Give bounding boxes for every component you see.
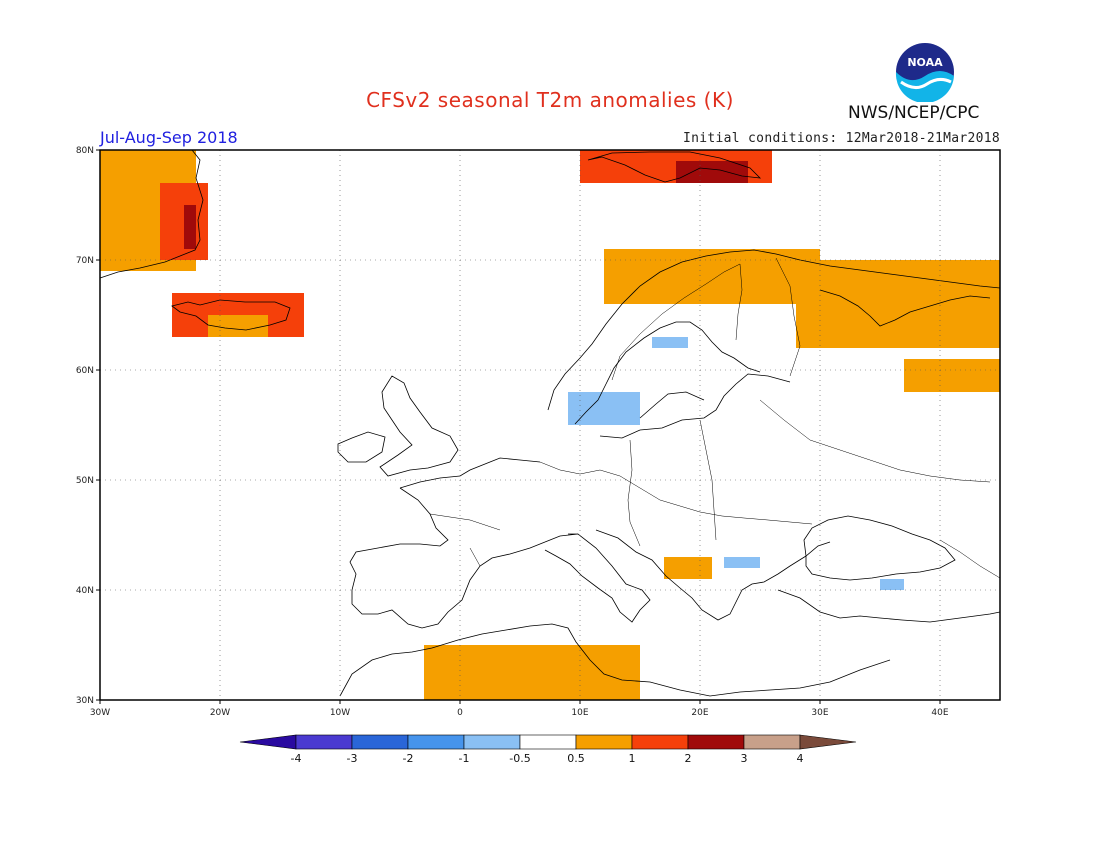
coastline-italy (544, 533, 651, 623)
colorbar-segment (351, 734, 409, 750)
coastline-baltic (599, 373, 791, 439)
colorbar-label: 2 (685, 752, 692, 765)
colorbar-label: -1 (459, 752, 470, 765)
coastline-north-africa (339, 623, 891, 697)
lat-tick-label: 80N (76, 146, 94, 156)
colorbar-label: 0.5 (567, 752, 585, 765)
agency-label: NWS/NCEP/CPC (848, 103, 980, 123)
coastline-scandinavia (547, 249, 1001, 425)
border-central-europe-3 (699, 419, 717, 541)
colorbar-label: 1 (629, 752, 636, 765)
lon-tick-label: 30E (811, 708, 828, 718)
map-gridlines (100, 150, 1000, 700)
colorbar-label: -0.5 (509, 752, 530, 765)
colorbar-segment (687, 734, 745, 750)
anomaly-cell-northern-scandinavia (604, 249, 820, 304)
anomaly-cell-sweden (652, 337, 688, 348)
border-caucasus (939, 539, 1001, 579)
map-frame (99, 149, 1001, 701)
anomaly-cells (100, 150, 1000, 700)
lon-tick-label: 30W (90, 708, 110, 718)
anomaly-cell-bulgaria (724, 557, 760, 568)
border-central-europe-2 (627, 439, 641, 547)
colorbar-segment (463, 734, 521, 750)
colorbar-segment (743, 734, 801, 750)
colorbar-segment (631, 734, 689, 750)
anomaly-cell-svalbard-core (676, 161, 748, 183)
border-iberia (429, 513, 501, 567)
axis-tick-labels: 30W 20W 10W 0 10E 20E 30E 40E 30N 40N 50N 60N 70N 80N (76, 146, 949, 718)
colorbar-label: -4 (291, 752, 302, 765)
anomaly-cell-iceland-south (208, 315, 268, 337)
anomaly-cell-balkans (664, 557, 712, 579)
coastline-ireland (337, 431, 386, 463)
lat-tick-label: 50N (76, 476, 94, 486)
colorbar-label: 4 (797, 752, 804, 765)
anomaly-cell-greenland-coast (184, 205, 196, 249)
coastline-black-sea (803, 515, 956, 581)
colorbar-segment (407, 734, 465, 750)
coastline-svalbard (587, 151, 762, 183)
coastline-turkey (777, 589, 1001, 623)
coastline-iceland (171, 299, 291, 331)
anomaly-cell-anatolia (880, 579, 904, 590)
colorbar-segment (295, 734, 353, 750)
coastline-britain (379, 375, 459, 477)
anomaly-cell-kola-and-karelia (796, 260, 1000, 348)
colorbar-arrow-left (239, 734, 297, 750)
lon-tick-label: 20W (210, 708, 230, 718)
colorbar-arrow-right (799, 734, 857, 750)
noaa-logo-icon: NOAA (895, 43, 954, 102)
lon-tick-label: 10W (330, 708, 350, 718)
map-title: CFSv2 seasonal T2m anomalies (K) (366, 88, 734, 112)
lon-tick-label: 20E (691, 708, 708, 718)
colorbar-label: -2 (403, 752, 414, 765)
noaa-logo-text: NOAA (907, 56, 943, 69)
colorbar-segment (519, 734, 577, 750)
anomaly-cell-denmark-and-baltic (568, 392, 640, 425)
border-sweden-finland (735, 263, 743, 341)
lon-tick-label: 0 (457, 708, 463, 718)
border-central-europe-1 (539, 461, 813, 525)
lat-tick-label: 60N (76, 366, 94, 376)
coastline-white-sea (819, 289, 991, 327)
coastlines (99, 149, 1001, 697)
country-borders (429, 257, 1001, 579)
lon-tick-label: 10E (571, 708, 588, 718)
noaa-logo-gull (900, 77, 952, 89)
anomaly-cell-nw-russia (904, 359, 1000, 392)
colorbar: -4 -3 -2 -1 -0.5 0.5 1 2 3 4 (239, 734, 857, 765)
border-eastern-europe (759, 399, 991, 483)
border-norway-sweden (611, 263, 741, 381)
lon-tick-label: 40E (931, 708, 948, 718)
coastline-greenland (99, 149, 204, 279)
colorbar-label: -3 (347, 752, 358, 765)
initial-conditions: Initial conditions: 12Mar2018-21Mar2018 (683, 131, 1000, 146)
lat-tick-label: 70N (76, 256, 94, 266)
lat-tick-label: 30N (76, 696, 94, 706)
anomaly-cell-north-africa (424, 645, 640, 700)
border-finland-russia (775, 257, 801, 377)
coastline-balkans (595, 529, 831, 621)
colorbar-segment (575, 734, 633, 750)
colorbar-label: 3 (741, 752, 748, 765)
lat-tick-label: 40N (76, 586, 94, 596)
forecast-period: Jul-Aug-Sep 2018 (100, 128, 238, 147)
coastline-france-iberia (349, 457, 546, 629)
